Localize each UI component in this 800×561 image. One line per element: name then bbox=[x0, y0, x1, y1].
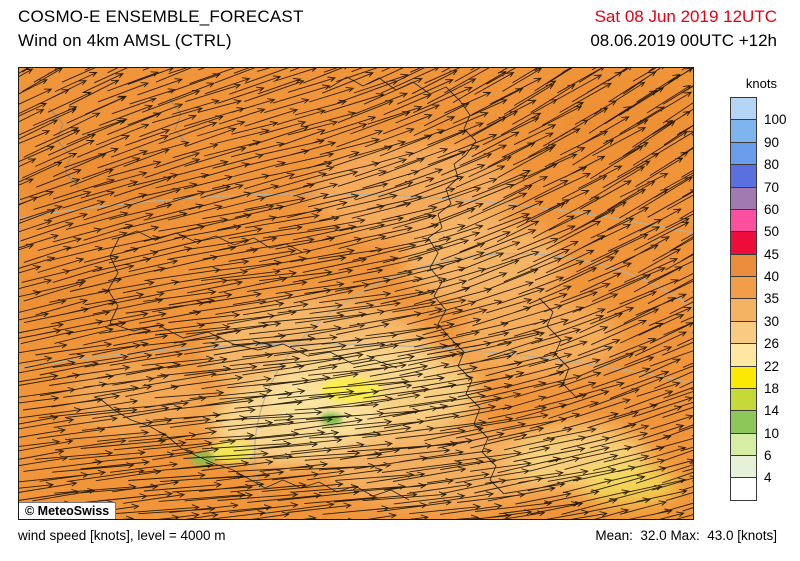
legend-box: 18 bbox=[730, 365, 779, 396]
legend-label: 10 bbox=[764, 425, 780, 441]
page-title: COSMO-E ENSEMBLE_FORECAST bbox=[18, 7, 304, 26]
legend-box: 14 bbox=[730, 387, 779, 418]
valid-time: Sat 08 Jun 2019 12UTC bbox=[594, 7, 777, 26]
legend-box: 6 bbox=[730, 432, 772, 463]
legend-label: 35 bbox=[764, 291, 780, 307]
legend-box: 10 bbox=[730, 410, 779, 441]
map-canvas bbox=[19, 68, 693, 519]
legend-box: 90 bbox=[730, 119, 779, 150]
legend-label: 14 bbox=[764, 403, 780, 419]
legend: 100 90 80 70 60 50 45 40 35 30 26 22 18 14 10 6 4 bbox=[730, 97, 787, 501]
legend-box: 50 bbox=[730, 208, 779, 239]
legend-label: 22 bbox=[764, 358, 780, 374]
legend-box: 35 bbox=[730, 276, 779, 306]
legend-label: 40 bbox=[764, 269, 780, 284]
legend-box: 26 bbox=[730, 320, 779, 351]
page-subtitle: Wind on 4km AMSL (CTRL) bbox=[18, 31, 232, 50]
run-info: 08.06.2019 00UTC +12h bbox=[590, 31, 777, 50]
legend-label: 18 bbox=[764, 380, 780, 396]
legend-label: 70 bbox=[764, 179, 780, 195]
legend-box: 70 bbox=[730, 164, 779, 195]
legend-label: 90 bbox=[764, 134, 780, 150]
legend-box: 45 bbox=[730, 231, 779, 262]
legend-box: 100 bbox=[730, 97, 787, 127]
legend-box bbox=[730, 477, 757, 501]
legend-label: 60 bbox=[764, 201, 780, 217]
legend-box: 80 bbox=[730, 141, 779, 172]
legend-label: 4 bbox=[764, 470, 772, 486]
legend-label: 6 bbox=[764, 448, 772, 463]
weather-map: © MeteoSwiss bbox=[18, 67, 694, 520]
footer-caption: wind speed [knots], level = 4000 m bbox=[18, 528, 226, 543]
legend-box: 22 bbox=[730, 343, 779, 374]
legend-title: knots bbox=[745, 76, 777, 91]
legend-label: 45 bbox=[764, 246, 780, 262]
footer-stats: Mean: 32.0 Max: 43.0 [knots] bbox=[595, 528, 777, 543]
legend-label: 50 bbox=[764, 224, 780, 240]
legend-label: 80 bbox=[764, 157, 780, 173]
legend-label: 100 bbox=[764, 112, 787, 128]
copyright-badge: © MeteoSwiss bbox=[19, 502, 117, 519]
legend-box: 30 bbox=[730, 298, 779, 329]
legend-box: 40 bbox=[730, 253, 779, 284]
legend-box: 4 bbox=[730, 455, 772, 485]
legend-label: 30 bbox=[764, 313, 780, 329]
legend-label: 26 bbox=[764, 336, 780, 352]
legend-box: 60 bbox=[730, 186, 779, 217]
country-borders bbox=[98, 76, 578, 501]
wind-arrows bbox=[19, 68, 693, 519]
